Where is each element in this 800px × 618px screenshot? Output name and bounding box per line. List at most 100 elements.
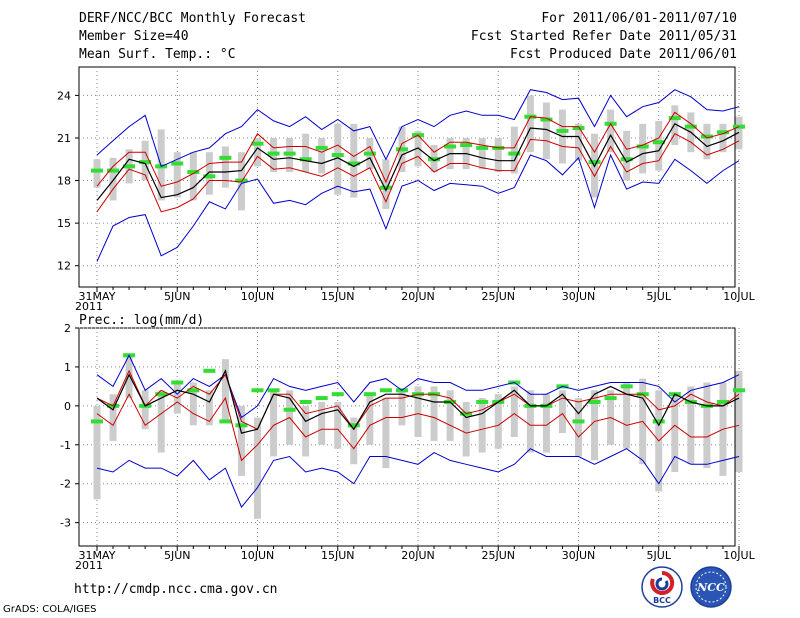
prec-variable-label: Prec.: log(mm/d) xyxy=(79,313,204,328)
temp-observed-mark xyxy=(540,117,553,122)
temp-spread-box xyxy=(302,133,310,173)
prec-spread-box xyxy=(494,394,502,449)
temp-spread-box xyxy=(703,123,711,160)
temp-observed-mark xyxy=(460,143,473,148)
prec-spread-box xyxy=(591,390,599,461)
prec-observed-mark xyxy=(588,399,601,404)
temp-xtick-label: 10JUN xyxy=(241,290,275,303)
prec-xtick-label: 25JUN xyxy=(481,549,515,562)
prec-spread-box xyxy=(189,382,197,426)
prec-spread-box xyxy=(318,401,326,445)
temp-observed-mark xyxy=(107,168,120,173)
temp-spread-lower-line xyxy=(96,133,740,213)
temp-observed-mark xyxy=(700,134,713,139)
bcc-logo: BCC xyxy=(641,566,683,608)
temp-observed-mark xyxy=(315,145,328,150)
temp-observed-mark xyxy=(187,170,200,175)
temp-xtick-label: 20JUN xyxy=(401,290,435,303)
prec-spread-upper-line xyxy=(96,369,740,431)
prec-observed-mark xyxy=(235,423,248,428)
member-size: Member Size=40 xyxy=(79,29,189,44)
prec-observed-mark xyxy=(219,419,232,424)
prec-spread-box xyxy=(414,386,422,437)
temp-observed-mark xyxy=(203,174,216,179)
temp-spread-box xyxy=(607,109,615,153)
prec-spread-box xyxy=(542,394,550,453)
website-url[interactable]: http://cmdp.ncc.cma.gov.cn xyxy=(74,582,278,597)
temp-observed-mark xyxy=(347,161,360,166)
temp-spread-box xyxy=(109,157,117,201)
temp-spread-box xyxy=(671,105,679,146)
prec-min-line xyxy=(96,448,740,509)
temp-observed-mark xyxy=(620,157,633,162)
prec-xtick-label: 5JUN xyxy=(164,549,191,562)
ncc-logo: NCC xyxy=(690,566,732,608)
prec-spread-box xyxy=(510,386,518,437)
prec-spread-box xyxy=(366,394,374,445)
prec-spread-box xyxy=(575,398,582,457)
temp-spread-box xyxy=(542,102,550,160)
temp-observed-mark xyxy=(684,124,697,129)
prec-spread-box xyxy=(703,382,711,469)
temp-ytick-label: 15 xyxy=(57,217,71,230)
temp-observed-mark xyxy=(716,130,729,135)
temp-observed-mark xyxy=(283,151,296,156)
temp-spread-box xyxy=(189,152,197,201)
prec-observed-mark xyxy=(203,368,216,373)
prec-observed-mark xyxy=(171,380,184,385)
temp-observed-mark xyxy=(91,168,103,173)
temp-xtick-label: 2011 xyxy=(75,300,103,313)
prec-observed-mark xyxy=(155,392,168,397)
temp-observed-mark xyxy=(363,151,376,156)
temp-spread-box xyxy=(254,137,261,167)
temp-xtick-label: 10JUL xyxy=(723,290,755,303)
temp-observed-mark xyxy=(267,151,280,156)
prec-spread-box xyxy=(671,394,679,473)
temp-ytick-label: 12 xyxy=(57,260,71,273)
prec-observed-mark xyxy=(716,399,729,404)
ncc-logo-text: NCC xyxy=(696,581,725,594)
prec-observed-mark xyxy=(283,407,296,412)
temp-observed-mark xyxy=(379,185,392,190)
prec-observed-mark xyxy=(620,384,633,389)
prec-spread-box xyxy=(382,398,390,469)
prec-ytick-label: 1 xyxy=(64,361,71,374)
temp-observed-mark xyxy=(636,144,649,149)
temp-xtick-label: 15JUN xyxy=(321,290,355,303)
chart-title: DERF/NCC/BCC Monthly Forecast xyxy=(79,11,306,26)
temp-spread-upper-line xyxy=(96,111,740,187)
temp-plot-frame xyxy=(78,66,736,288)
temp-observed-mark xyxy=(652,140,665,145)
prec-spread-box xyxy=(478,398,486,453)
forecast-period: For 2011/06/01-2011/07/10 xyxy=(541,11,737,26)
temp-spread-box xyxy=(205,152,213,195)
prec-mean-line xyxy=(96,369,740,434)
temp-spread-box xyxy=(639,123,647,174)
grads-credit: GrADS: COLA/IGES xyxy=(3,604,97,615)
prec-xtick-label: 30JUN xyxy=(562,549,596,562)
prec-spread-lower-line xyxy=(96,393,740,462)
temp-ytick-label: 18 xyxy=(57,175,71,188)
prec-ytick-label: 0 xyxy=(64,400,71,413)
prec-ytick-label: 2 xyxy=(64,322,71,335)
temp-observed-mark xyxy=(235,178,248,183)
prec-ytick-label: -3 xyxy=(60,517,71,530)
prec-spread-box xyxy=(526,390,534,453)
temp-xtick-label: 5JUN xyxy=(164,290,191,303)
prec-ytick-label: -1 xyxy=(60,439,71,452)
temp-spread-box xyxy=(221,146,229,188)
temp-observed-mark xyxy=(219,155,232,160)
prec-spread-box xyxy=(221,359,229,422)
temp-max-line xyxy=(96,89,740,168)
temp-spread-box xyxy=(510,126,518,174)
temp-spread-box xyxy=(173,152,181,198)
temp-ytick-label: 21 xyxy=(57,132,71,145)
prec-xtick-label: 5JUL xyxy=(647,549,672,562)
prec-xtick-label: 31MAY xyxy=(79,549,116,562)
prec-observed-mark xyxy=(331,392,344,397)
temp-spread-box xyxy=(382,159,390,209)
prec-observed-mark xyxy=(347,423,360,428)
temp-ytick-label: 24 xyxy=(57,89,71,102)
prec-spread-box xyxy=(350,417,358,465)
temp-observed-mark xyxy=(668,116,681,121)
